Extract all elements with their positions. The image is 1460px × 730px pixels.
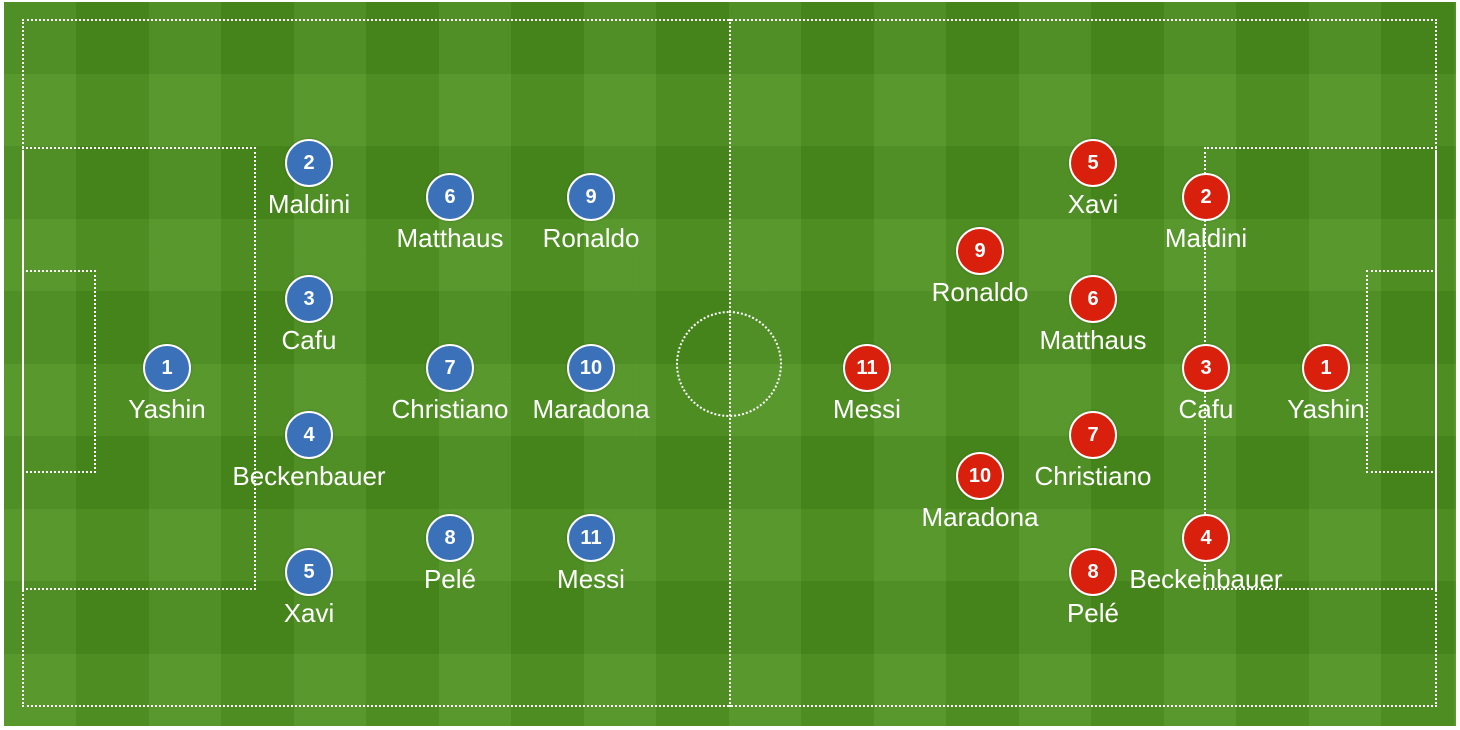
- player-number-badge: 9: [956, 227, 1004, 275]
- player-name: Messi: [557, 564, 625, 594]
- player-number-badge: 1: [1302, 344, 1350, 392]
- player-name: Cafu: [1178, 394, 1234, 424]
- player-name: Xavi: [1067, 189, 1119, 219]
- player-number-badge: 2: [1182, 173, 1230, 221]
- player-name: Ronaldo: [931, 277, 1029, 307]
- player-number-badge: 8: [426, 514, 474, 562]
- player-name: Yashin: [128, 394, 206, 424]
- player-number-badge: 3: [1182, 344, 1230, 392]
- player-name: Christiano: [1034, 461, 1152, 491]
- player-number-badge: 11: [843, 344, 891, 392]
- player-name: Maradona: [921, 502, 1039, 532]
- player-number-badge: 11: [567, 514, 615, 562]
- player-name: Maldini: [267, 189, 351, 219]
- right-goal-box: [1366, 270, 1437, 473]
- player-number-badge: 5: [1069, 139, 1117, 187]
- player-name: Beckenbauer: [1129, 564, 1283, 594]
- player-name: Beckenbauer: [232, 461, 386, 491]
- football-pitch: 1 Yashin 2 Maldini 3 Cafu 4 Beckenbauer …: [4, 2, 1456, 726]
- player-name: Pelé: [423, 564, 477, 594]
- player-name: Matthaus: [1039, 325, 1147, 355]
- player-number-badge: 6: [426, 173, 474, 221]
- player-name: Maradona: [532, 394, 650, 424]
- player-number-badge: 4: [285, 411, 333, 459]
- left-goal-box: [22, 270, 96, 473]
- player-number-badge: 2: [285, 139, 333, 187]
- player-name: Yashin: [1287, 394, 1365, 424]
- player-name: Messi: [833, 394, 901, 424]
- player-name: Pelé: [1066, 598, 1120, 628]
- player-name: Matthaus: [396, 223, 504, 253]
- player-number-badge: 7: [1069, 411, 1117, 459]
- player-number-badge: 9: [567, 173, 615, 221]
- player-name: Xavi: [283, 598, 335, 628]
- player-number-badge: 3: [285, 275, 333, 323]
- player-number-badge: 7: [426, 344, 474, 392]
- player-number-badge: 10: [956, 452, 1004, 500]
- player-number-badge: 5: [285, 548, 333, 596]
- center-circle: [676, 311, 782, 417]
- player-number-badge: 6: [1069, 275, 1117, 323]
- player-number-badge: 10: [567, 344, 615, 392]
- player-name: Cafu: [281, 325, 337, 355]
- player-number-badge: 4: [1182, 514, 1230, 562]
- player-number-badge: 1: [143, 344, 191, 392]
- player-name: Christiano: [391, 394, 509, 424]
- player-name: Ronaldo: [542, 223, 640, 253]
- player-number-badge: 8: [1069, 548, 1117, 596]
- player-name: Maldini: [1164, 223, 1248, 253]
